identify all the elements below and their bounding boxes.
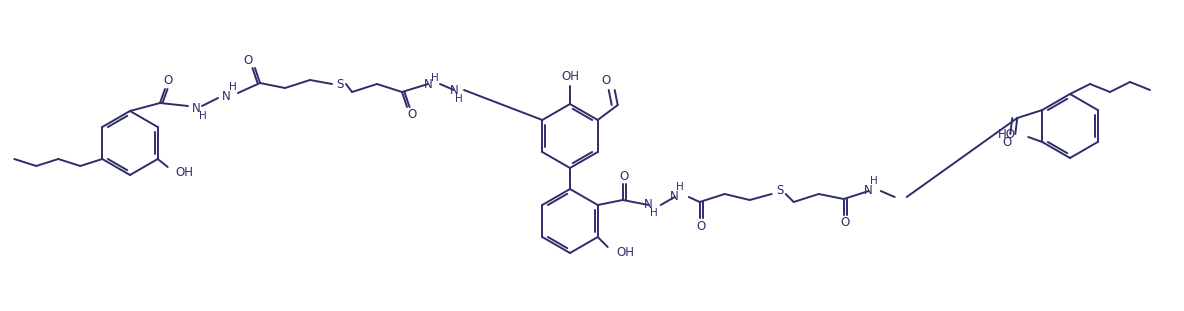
Text: N: N [221, 90, 231, 103]
Text: S: S [776, 184, 784, 197]
Text: O: O [696, 220, 706, 233]
Text: H: H [431, 73, 439, 83]
Text: OH: OH [617, 247, 635, 259]
Text: OH: OH [175, 165, 194, 179]
Text: H: H [199, 111, 207, 121]
Text: H: H [870, 176, 877, 186]
Text: S: S [336, 77, 343, 91]
Text: N: N [670, 191, 680, 203]
Text: O: O [601, 75, 610, 87]
Text: O: O [1003, 136, 1012, 148]
Text: OH: OH [561, 71, 579, 83]
Text: H: H [676, 182, 683, 192]
Text: H: H [230, 82, 237, 92]
Text: N: N [644, 198, 654, 211]
Text: N: N [424, 77, 432, 91]
Text: H: H [455, 94, 463, 104]
Text: HO: HO [998, 128, 1016, 141]
Text: H: H [650, 208, 657, 218]
Text: N: N [450, 83, 458, 96]
Text: O: O [163, 75, 173, 87]
Text: O: O [619, 169, 629, 183]
Text: O: O [407, 108, 417, 120]
Text: O: O [841, 216, 849, 230]
Text: N: N [192, 101, 200, 114]
Text: N: N [864, 184, 873, 197]
Text: O: O [244, 54, 252, 67]
